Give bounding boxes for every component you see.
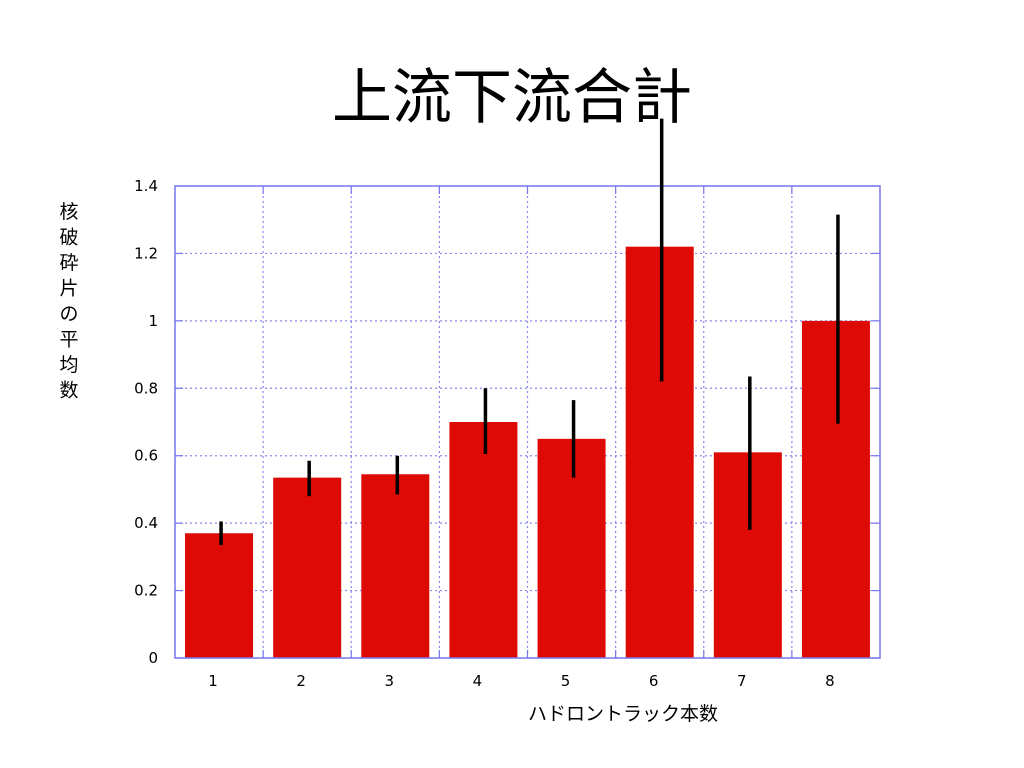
- x-tick-label-8: 8: [825, 672, 835, 690]
- bar-7: [713, 452, 782, 658]
- y-axis-label-char-5: 平: [59, 329, 78, 351]
- y-axis-label-char-2: 砕: [59, 252, 78, 274]
- y-tick-label-7: 1.4: [134, 177, 158, 195]
- bar-8: [801, 320, 870, 658]
- error-bars: [219, 118, 840, 546]
- grid-lines: [175, 186, 880, 658]
- x-tick-label-3: 3: [385, 672, 395, 690]
- plot-frame: [174, 185, 881, 659]
- bar-6: [625, 246, 694, 658]
- y-tick-label-4: 0.8: [134, 379, 158, 397]
- y-tick-labels: 0 0.2 0.4 0.6 0.8 1 1.2 1.4: [134, 177, 158, 667]
- y-axis-label-char-3: 片: [59, 278, 78, 300]
- y-axis-label-char-7: 数: [59, 380, 78, 402]
- x-axis-label: ハドロントラック本数: [528, 703, 718, 725]
- y-axis-label-char-4: の: [59, 303, 78, 325]
- y-tick-label-0: 0: [148, 649, 158, 667]
- y-tick-label-3: 0.6: [134, 447, 158, 465]
- bar-4: [449, 422, 518, 658]
- x-tick-label-4: 4: [473, 672, 483, 690]
- y-axis-label-char-0: 核: [59, 201, 78, 223]
- y-tick-label-2: 0.4: [134, 514, 158, 532]
- slide-title: 上流下流合計: [332, 63, 692, 133]
- x-tick-label-7: 7: [737, 672, 747, 690]
- x-tick-label-2: 2: [296, 672, 306, 690]
- bar-3: [361, 474, 430, 658]
- bar-2: [273, 477, 342, 658]
- bar-5: [537, 438, 606, 658]
- y-tick-label-1: 0.2: [134, 582, 158, 600]
- y-tick-label-6: 1.2: [134, 244, 158, 262]
- bar-1: [185, 533, 254, 658]
- y-tick-label-5: 1: [148, 312, 158, 330]
- x-tick-label-5: 5: [561, 672, 571, 690]
- x-tick-labels: 1 2 3 4 5 6 7 8: [208, 672, 834, 690]
- x-tick-label-6: 6: [649, 672, 659, 690]
- x-tick-label-1: 1: [208, 672, 218, 690]
- y-axis-label-char-1: 破: [59, 227, 78, 249]
- bars: [185, 246, 870, 658]
- y-axis-label-char-6: 均: [59, 354, 78, 376]
